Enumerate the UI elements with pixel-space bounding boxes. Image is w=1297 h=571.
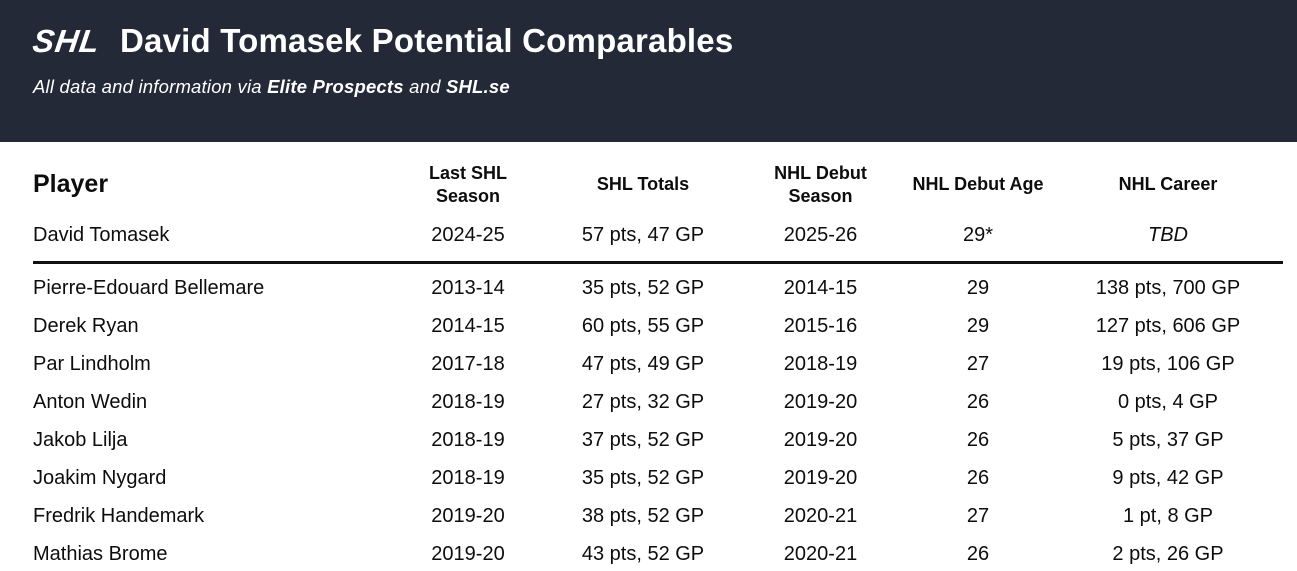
cell-last-shl-season: 2017-18 (431, 353, 505, 375)
cell-shl-totals: 35 pts, 52 GP (581, 467, 705, 489)
cell-player: Mathias Brome (33, 543, 168, 565)
header-banner: SHL David Tomasek Potential Comparables … (0, 0, 1297, 142)
table-row: Anton Wedin 2018-19 27 pts, 32 GP 2019-2… (33, 384, 1283, 422)
cell-nhl-debut-age: 26 (966, 543, 990, 565)
cell-nhl-career: 138 pts, 700 GP (1095, 277, 1241, 299)
cell-player: Par Lindholm (33, 353, 151, 375)
col-header-shl-totals: SHL Totals (596, 174, 690, 195)
cell-nhl-debut-season: 2019-20 (783, 391, 858, 413)
table-row: Derek Ryan 2014-15 60 pts, 55 GP 2015-16… (33, 308, 1283, 346)
cell-nhl-career: TBD (1053, 217, 1283, 264)
cell-nhl-debut-age: 26 (966, 467, 990, 489)
cell-nhl-debut-season: 2019-20 (783, 429, 858, 451)
cell-nhl-debut-season: 2015-16 (783, 315, 858, 337)
col-header-last-shl-season: Last SHL Season (428, 163, 507, 206)
table-row: Fredrik Handemark 2019-20 38 pts, 52 GP … (33, 498, 1283, 536)
cell-player: Joakim Nygard (33, 467, 167, 489)
table-row: Joakim Nygard 2018-19 35 pts, 52 GP 2019… (33, 460, 1283, 498)
source-shl-se: SHL.se (445, 76, 510, 97)
cell-nhl-career: 127 pts, 606 GP (1095, 315, 1241, 337)
cell-nhl-debut-age: 26 (966, 429, 990, 451)
cell-last-shl-season: 2018-19 (431, 429, 505, 451)
source-elite-prospects: Elite Prospects (267, 76, 404, 97)
cell-nhl-career: 0 pts, 4 GP (1117, 391, 1219, 413)
col-header-nhl-debut-season: NHL Debut Season (774, 163, 867, 206)
cell-nhl-debut-age: 27 (966, 505, 990, 527)
cell-shl-totals: 47 pts, 49 GP (581, 353, 705, 375)
cell-nhl-debut-age: 29* (903, 217, 1053, 264)
cell-last-shl-season: 2024-25 (388, 217, 548, 264)
cell-nhl-debut-age: 26 (966, 391, 990, 413)
cell-nhl-debut-season: 2025-26 (738, 217, 903, 264)
table-row: Jakob Lilja 2018-19 37 pts, 52 GP 2019-2… (33, 422, 1283, 460)
cell-player: Anton Wedin (33, 391, 148, 413)
header-top-row: SHL David Tomasek Potential Comparables (30, 22, 1264, 60)
cell-player: David Tomasek (33, 217, 388, 264)
cell-nhl-career: 19 pts, 106 GP (1101, 353, 1235, 375)
cell-nhl-debut-season: 2020-21 (783, 543, 858, 565)
col-header-player: Player (33, 169, 109, 198)
cell-nhl-debut-age: 29 (966, 315, 990, 337)
cell-nhl-debut-age: 27 (966, 353, 990, 375)
shl-logo: SHL (30, 22, 103, 59)
cell-player: Derek Ryan (33, 315, 139, 337)
cell-last-shl-season: 2019-20 (431, 543, 505, 565)
attribution-connector: and (403, 76, 446, 97)
cell-player: Jakob Lilja (33, 429, 128, 451)
col-header-nhl-career: NHL Career (1118, 174, 1218, 195)
cell-nhl-debut-season: 2020-21 (783, 505, 858, 527)
cell-shl-totals: 35 pts, 52 GP (581, 277, 705, 299)
cell-shl-totals: 60 pts, 55 GP (581, 315, 705, 337)
page-title: David Tomasek Potential Comparables (120, 22, 734, 59)
cell-nhl-career: 9 pts, 42 GP (1112, 467, 1224, 489)
cell-player: Fredrik Handemark (33, 505, 205, 527)
comparables-table: Player Last SHL Season SHL Totals NHL De… (33, 156, 1283, 571)
cell-shl-totals: 57 pts, 47 GP (548, 217, 738, 264)
attribution-prefix: All data and information via (33, 76, 268, 97)
cell-shl-totals: 43 pts, 52 GP (581, 543, 705, 565)
table-row: Pierre-Edouard Bellemare 2013-14 35 pts,… (33, 263, 1283, 309)
table-row: Mathias Brome 2019-20 43 pts, 52 GP 2020… (33, 536, 1283, 571)
cell-nhl-debut-season: 2019-20 (783, 467, 858, 489)
cell-last-shl-season: 2018-19 (431, 391, 505, 413)
cell-nhl-career: 2 pts, 26 GP (1112, 543, 1224, 565)
cell-last-shl-season: 2014-15 (431, 315, 505, 337)
table-row: Par Lindholm 2017-18 47 pts, 49 GP 2018-… (33, 346, 1283, 384)
cell-nhl-debut-age: 29 (966, 277, 990, 299)
table-header-row: Player Last SHL Season SHL Totals NHL De… (33, 156, 1283, 217)
cell-last-shl-season: 2018-19 (431, 467, 505, 489)
cell-last-shl-season: 2013-14 (431, 277, 505, 299)
data-attribution: All data and information via Elite Prosp… (33, 76, 1264, 98)
cell-nhl-debut-season: 2018-19 (783, 353, 858, 375)
cell-last-shl-season: 2019-20 (431, 505, 505, 527)
subject-row: David Tomasek 2024-25 57 pts, 47 GP 2025… (33, 217, 1283, 264)
cell-shl-totals: 27 pts, 32 GP (581, 391, 705, 413)
col-header-nhl-debut-age: NHL Debut Age (912, 174, 1044, 195)
cell-nhl-career: 1 pt, 8 GP (1122, 505, 1214, 527)
cell-shl-totals: 37 pts, 52 GP (581, 429, 705, 451)
cell-shl-totals: 38 pts, 52 GP (581, 505, 705, 527)
cell-nhl-career: 5 pts, 37 GP (1112, 429, 1224, 451)
cell-nhl-debut-season: 2014-15 (783, 277, 858, 299)
cell-player: Pierre-Edouard Bellemare (33, 277, 265, 299)
